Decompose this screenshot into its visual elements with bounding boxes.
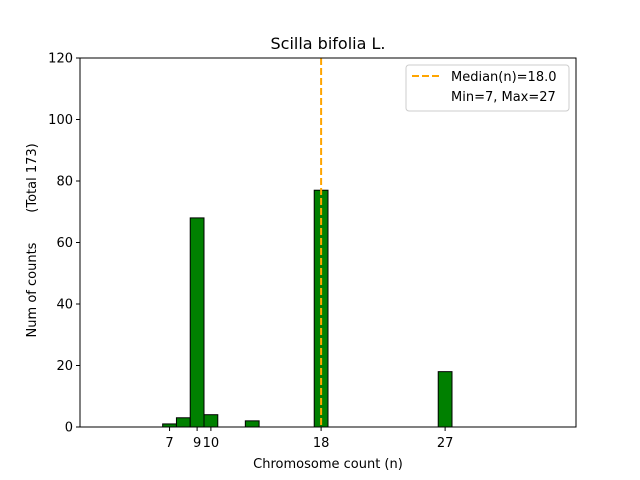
y-tick-label: 120 [48,52,73,67]
y-tick-label: 80 [56,175,73,190]
x-tick-label: 27 [437,436,454,451]
x-axis: 7 9 10 18 27 [165,427,453,451]
histogram-bar [203,414,219,428]
histogram-bar [189,217,205,428]
legend: Median(n)=18.0 Min=7, Max=27 [405,64,570,112]
x-tick-label: 7 [165,436,173,451]
legend-entry-minmax: Min=7, Max=27 [451,90,556,105]
histogram-bar [244,420,260,428]
y-tick-label: 40 [56,298,73,313]
x-axis-label: Chromosome count (n) [253,457,403,472]
legend-entry-median: Median(n)=18.0 [451,70,557,85]
histogram-bar [437,371,453,428]
chart-title: Scilla bifolia L. [271,34,386,53]
y-tick-label: 100 [48,113,73,128]
y-axis-total-label: (Total 173) [25,143,40,212]
bars-layer [162,189,494,428]
x-tick-label: 18 [313,436,330,451]
y-axis-label: Num of counts [25,242,40,337]
legend-box [405,64,570,112]
histogram-bar [175,417,191,428]
y-tick-label: 0 [65,421,73,436]
x-tick-label: 10 [203,436,220,451]
y-tick-label: 60 [56,236,73,251]
y-tick-label: 20 [56,359,73,374]
y-axis: 0 20 40 60 80 100 120 [48,52,80,436]
x-tick-label: 9 [193,436,201,451]
